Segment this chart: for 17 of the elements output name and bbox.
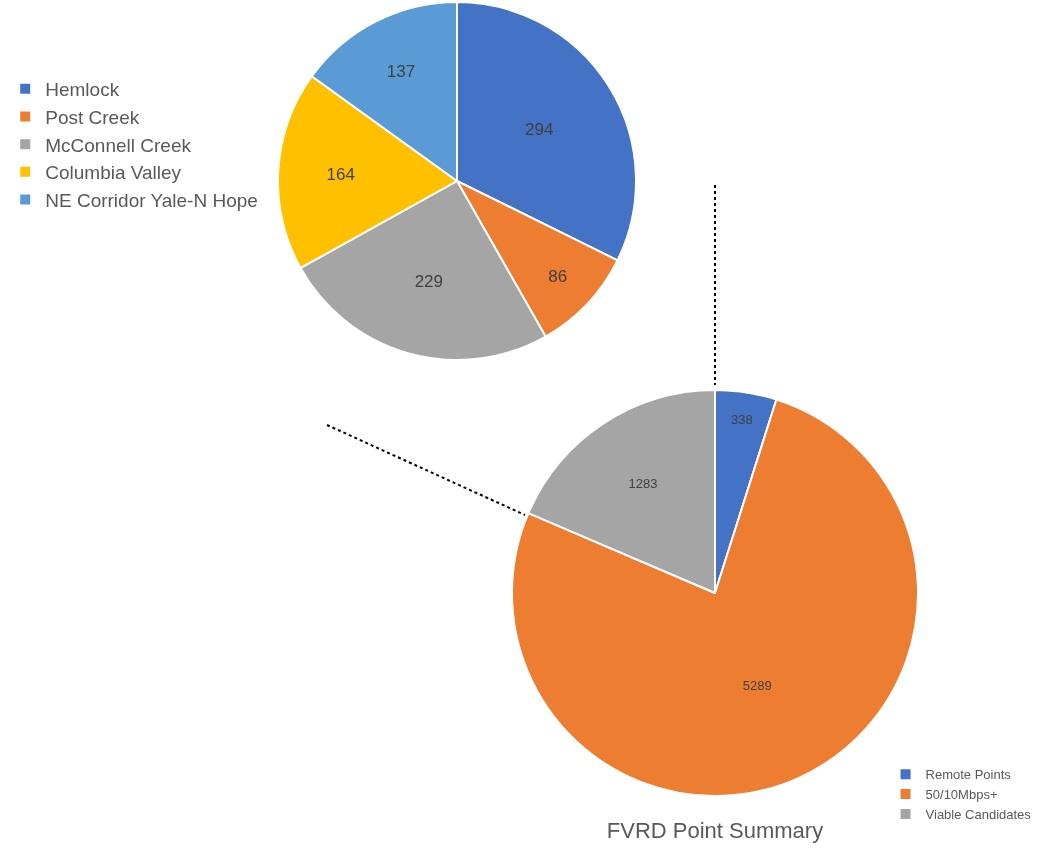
data-label: 338 xyxy=(731,411,753,427)
legend-label: Post Creek xyxy=(45,106,140,128)
data-label: 137 xyxy=(386,62,416,82)
data-label: 5289 xyxy=(742,677,772,693)
data-label: 164 xyxy=(326,164,355,184)
data-label: 294 xyxy=(525,120,554,140)
text: FVRD Point Summary xyxy=(606,818,824,843)
data-label: 229 xyxy=(414,272,443,292)
data-label: 86 xyxy=(548,266,568,286)
legend-label: Remote Points xyxy=(925,767,1012,783)
data-label: 1283 xyxy=(628,476,658,492)
legend-label: Hemlock xyxy=(45,79,120,101)
legend-label: 50/10Mbps+ xyxy=(925,787,998,803)
legend-label: NE Corridor Yale-N Hope xyxy=(45,189,258,211)
legend-label: McConnell Creek xyxy=(45,134,192,156)
legend-label: Viable Candidates xyxy=(925,807,1032,823)
legend-label: Columbia Valley xyxy=(45,162,182,184)
